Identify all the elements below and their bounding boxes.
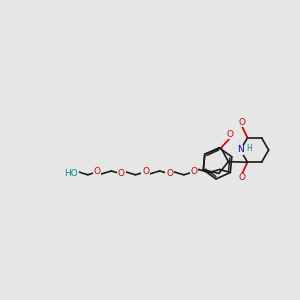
Text: O: O <box>239 118 246 127</box>
Text: H: H <box>246 144 251 153</box>
Text: O: O <box>142 167 149 176</box>
Text: O: O <box>94 167 101 176</box>
Text: HO: HO <box>64 169 78 178</box>
Text: O: O <box>190 167 197 176</box>
Text: O: O <box>239 173 246 182</box>
Text: O: O <box>166 169 173 178</box>
Text: O: O <box>118 169 125 178</box>
Text: N: N <box>237 146 244 154</box>
Text: O: O <box>227 130 234 139</box>
